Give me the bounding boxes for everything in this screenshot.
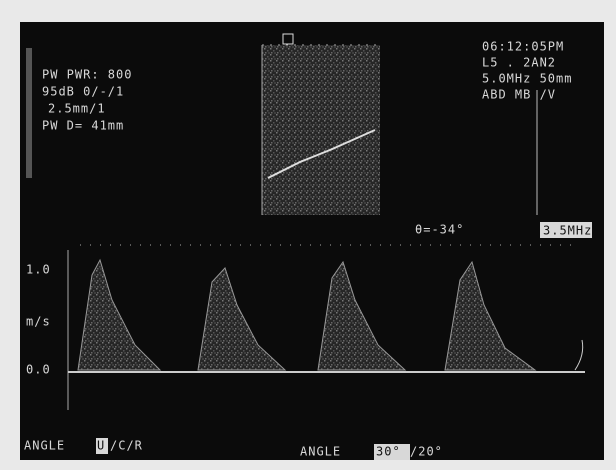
info-line: 95dB 0/-/1 (42, 85, 124, 99)
info-line: 2.5mm/1 (48, 102, 106, 116)
info-line: 06:12:05PM (482, 40, 564, 54)
footer-label: ANGLE (24, 439, 65, 453)
frequency: 3.5MHz (543, 224, 592, 238)
page: PW PWR: 800 95dB 0/-/1 2.5mm/1 PW D= 41m… (0, 0, 616, 470)
angle-readout: θ=-34° (415, 223, 464, 237)
scale-baseline: 0.0 (26, 363, 51, 377)
b-mode-image (262, 45, 380, 215)
info-line: PW D= 41mm (42, 119, 124, 133)
info-line: ABD MB /V (482, 88, 556, 102)
info-line: PW PWR: 800 (42, 68, 132, 82)
footer-selected: 30° (376, 445, 401, 459)
scale-top: 1.0 (26, 263, 51, 277)
footer-options: /C/R (110, 439, 143, 453)
gray-scale-bar (26, 48, 32, 178)
footer-selected: U (97, 439, 105, 453)
footer-label: ANGLE (300, 445, 341, 459)
ultrasound-screen: PW PWR: 800 95dB 0/-/1 2.5mm/1 PW D= 41m… (0, 0, 616, 470)
info-line: 5.0MHz 50mm (482, 72, 572, 86)
footer-options: /20° (410, 445, 443, 459)
info-line: L5 . 2AN2 (482, 56, 556, 70)
scale-unit: m/s (26, 315, 51, 329)
